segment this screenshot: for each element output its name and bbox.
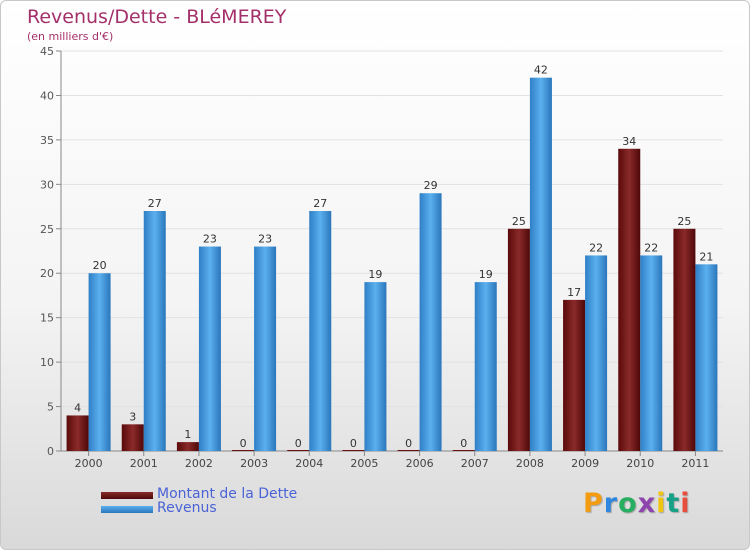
- y-tick-label: 20: [40, 267, 54, 280]
- logo-letter: o: [618, 488, 638, 519]
- bar-dette: [121, 424, 144, 451]
- y-tick-label: 10: [40, 356, 54, 369]
- y-tick-label: 35: [40, 134, 54, 147]
- bar-dette: [673, 228, 696, 451]
- y-tick-label: 45: [40, 45, 54, 58]
- x-tick-label: 2002: [185, 457, 213, 470]
- logo-letter: x: [637, 488, 657, 519]
- bar-dette: [66, 415, 89, 451]
- bar-revenus: [143, 211, 166, 451]
- bar-revenus: [695, 264, 718, 451]
- data-label-revenus: 29: [424, 179, 438, 192]
- data-label-dette: 0: [460, 437, 467, 450]
- x-tick-label: 2008: [516, 457, 544, 470]
- y-tick-label: 5: [47, 401, 54, 414]
- bar-revenus: [419, 193, 442, 451]
- data-label-dette: 1: [184, 428, 191, 441]
- legend-swatch-dette: [101, 492, 153, 499]
- y-tick-label: 25: [40, 223, 54, 236]
- bar-revenus: [640, 255, 663, 451]
- bar-revenus: [88, 273, 111, 451]
- data-label-revenus: 22: [589, 241, 603, 254]
- bar-dette: [563, 299, 586, 451]
- x-tick-label: 2003: [240, 457, 268, 470]
- bar-dette: [176, 442, 199, 451]
- bar-revenus: [364, 282, 387, 451]
- x-tick-label: 2004: [295, 457, 323, 470]
- logo-letter: r: [603, 488, 619, 519]
- data-label-revenus: 21: [699, 250, 713, 263]
- data-label-dette: 0: [405, 437, 412, 450]
- bar-revenus: [585, 255, 608, 451]
- x-tick-label: 2011: [681, 457, 709, 470]
- data-label-dette: 3: [129, 410, 136, 423]
- y-tick-label: 0: [47, 445, 54, 458]
- labels-layer: 4 20 3 27 1 23 0 23 0 27 0 19 0 29 0 19 25 42 17 22 34 22 25 21: [74, 64, 713, 450]
- bar-revenus: [529, 77, 552, 452]
- data-label-revenus: 20: [93, 259, 107, 272]
- x-tick-label: 2006: [406, 457, 434, 470]
- bar-revenus: [309, 211, 332, 451]
- x-tick-label: 2009: [571, 457, 599, 470]
- logo-letter: t: [666, 488, 681, 519]
- data-label-dette: 0: [350, 437, 357, 450]
- bar-revenus: [254, 246, 277, 451]
- data-label-revenus: 22: [644, 241, 658, 254]
- x-tick-label: 2001: [130, 457, 158, 470]
- legend-label-revenus: Revenus: [157, 500, 217, 516]
- data-label-revenus: 19: [479, 268, 493, 281]
- data-label-dette: 0: [240, 437, 247, 450]
- bar-dette: [618, 148, 641, 451]
- legend-swatch-revenus: [101, 506, 153, 513]
- legend-label-dette: Montant de la Dette: [157, 486, 298, 502]
- data-label-revenus: 27: [148, 197, 162, 210]
- data-label-revenus: 27: [313, 197, 327, 210]
- proxiti-logo: Proxiti: [583, 488, 691, 519]
- data-label-revenus: 23: [203, 233, 217, 246]
- data-label-dette: 4: [74, 401, 81, 414]
- y-tick-label: 40: [40, 89, 54, 102]
- logo-letter: i: [656, 488, 667, 519]
- x-tick-label: 2007: [461, 457, 489, 470]
- data-label-dette: 25: [677, 215, 691, 228]
- data-label-dette: 25: [512, 215, 526, 228]
- chart-subtitle: (en milliers d'€): [27, 30, 114, 43]
- x-tick-label: 2005: [350, 457, 378, 470]
- data-label-dette: 0: [295, 437, 302, 450]
- logo-letter: P: [583, 488, 604, 519]
- bar-revenus: [198, 246, 221, 451]
- data-label-revenus: 19: [368, 268, 382, 281]
- y-tick-label: 30: [40, 178, 54, 191]
- data-label-dette: 17: [567, 286, 581, 299]
- grid-layer: [61, 50, 723, 408]
- bar-revenus: [474, 282, 497, 451]
- bar-dette: [507, 228, 530, 451]
- data-label-revenus: 42: [534, 64, 548, 77]
- data-label-revenus: 23: [258, 233, 272, 246]
- y-tick-label: 15: [40, 312, 54, 325]
- data-label-dette: 34: [622, 135, 636, 148]
- bars-layer: [66, 77, 718, 452]
- x-tick-label: 2010: [626, 457, 654, 470]
- chart-title: Revenus/Dette - BLéMEREY: [27, 6, 287, 28]
- x-tick-label: 2000: [75, 457, 103, 470]
- logo-letter: i: [680, 488, 691, 519]
